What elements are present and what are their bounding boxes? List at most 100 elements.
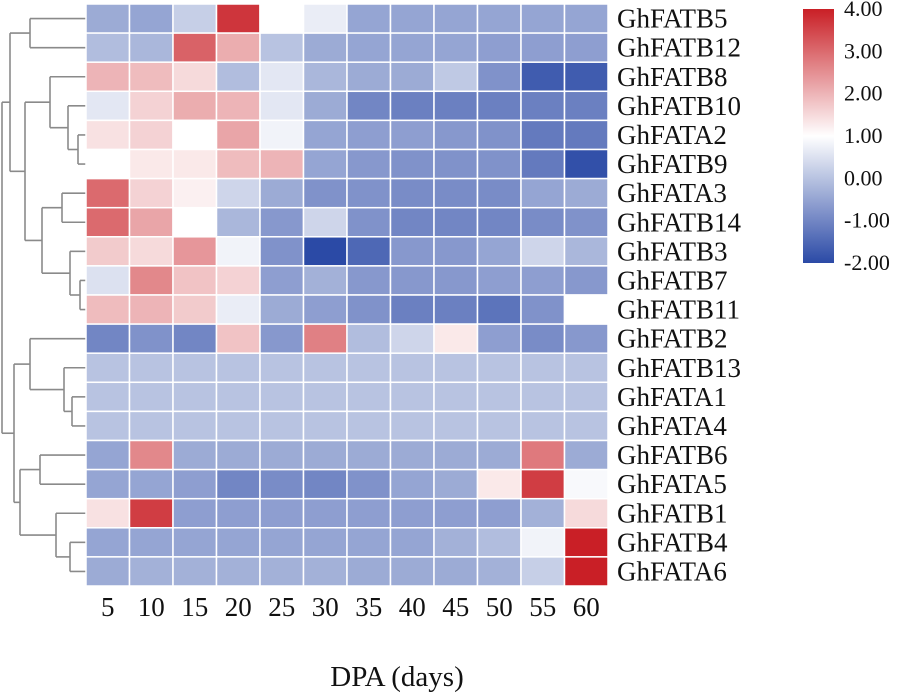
heatmap-cell (389, 236, 435, 267)
row-label: GhFATB10 (617, 91, 741, 121)
heatmap-cell (215, 381, 261, 413)
heatmap-cell (346, 294, 392, 325)
heatmap-cell (346, 32, 392, 63)
heatmap-cell (172, 265, 218, 296)
heatmap-cell (346, 410, 392, 442)
heatmap-cell (389, 206, 435, 238)
heatmap-cell (346, 3, 392, 34)
heatmap-cell (302, 527, 348, 558)
heatmap-cell (302, 497, 348, 529)
heatmap-cell (389, 265, 435, 296)
heatmap-cell (128, 3, 174, 34)
heatmap-cell (563, 439, 609, 471)
heatmap-cell (433, 206, 479, 238)
colorbar-tick-label: -2.00 (844, 250, 890, 275)
heatmap-cell (520, 527, 566, 558)
heatmap-cell (172, 148, 218, 180)
heatmap-cell (520, 148, 566, 180)
heatmap-cell (215, 468, 261, 500)
heatmap-cell (433, 381, 479, 413)
column-label: 35 (355, 592, 382, 622)
heatmap-cell (128, 32, 174, 63)
heatmap-cell (476, 32, 522, 63)
heatmap-cell (520, 90, 566, 122)
heatmap-cell (346, 119, 392, 151)
heatmap-cell (215, 90, 261, 122)
heatmap-cell (172, 323, 218, 354)
heatmap-cell (563, 119, 609, 151)
heatmap-cell (346, 497, 392, 529)
heatmap-cell (85, 497, 131, 529)
heatmap-cell (433, 32, 479, 63)
heatmap-cell (172, 177, 218, 209)
heatmap-cell (215, 527, 261, 558)
heatmap-cell (563, 527, 609, 558)
heatmap-cell (302, 32, 348, 63)
heatmap-cell (476, 556, 522, 587)
heatmap-cell (433, 177, 479, 209)
heatmap-cell (85, 294, 131, 325)
x-axis-title: DPA (days) (330, 661, 463, 693)
heatmap-cell (563, 90, 609, 122)
heatmap-cell (389, 352, 435, 384)
heatmap-cell (433, 468, 479, 500)
heatmap-cell (128, 352, 174, 384)
heatmap-cell (259, 352, 305, 384)
heatmap-cell (128, 206, 174, 238)
heatmap-cell (476, 323, 522, 354)
column-label: 5 (101, 592, 115, 622)
column-label: 60 (573, 592, 600, 622)
heatmap-cell (259, 439, 305, 471)
heatmap-cell (520, 323, 566, 354)
heatmap-cell (302, 352, 348, 384)
heatmap-cell (85, 468, 131, 500)
heatmap-cell (389, 294, 435, 325)
heatmap-cell (433, 61, 479, 93)
row-labels: GhFATB5GhFATB12GhFATB8GhFATB10GhFATA2GhF… (617, 4, 742, 587)
heatmap-cell (259, 381, 305, 413)
heatmap-cell (172, 527, 218, 558)
heatmap-cell (85, 32, 131, 63)
heatmap-cell (389, 3, 435, 34)
heatmap-cell (128, 148, 174, 180)
heatmap-cell (215, 294, 261, 325)
heatmap-cell (302, 206, 348, 238)
heatmap-cell (346, 468, 392, 500)
heatmap-cell (85, 206, 131, 238)
heatmap-cell (128, 323, 174, 354)
heatmap-cell (215, 323, 261, 354)
heatmap-cell (215, 206, 261, 238)
heatmap-cell (346, 265, 392, 296)
row-label: GhFATB5 (617, 4, 728, 34)
heatmap-cell (563, 556, 609, 587)
heatmap-cell (128, 439, 174, 471)
heatmap-cell (433, 410, 479, 442)
heatmap-cell (259, 556, 305, 587)
colorbar-tick-label: -1.00 (844, 208, 890, 233)
column-labels: 5 10 15 20 25 30 35 40 45 50 55 60 (101, 592, 600, 622)
row-label: GhFATB9 (617, 149, 728, 179)
heatmap-cell (172, 497, 218, 529)
heatmap-cell (476, 468, 522, 500)
heatmap-cell (128, 556, 174, 587)
heatmap-cell (433, 3, 479, 34)
heatmap-cell (172, 90, 218, 122)
row-label: GhFATB1 (617, 498, 728, 528)
heatmap-cell (346, 206, 392, 238)
heatmap-cell (389, 439, 435, 471)
heatmap-cell (128, 410, 174, 442)
heatmap-cell (85, 410, 131, 442)
heatmap-cell (520, 265, 566, 296)
heatmap-cell (389, 497, 435, 529)
heatmap-cell (433, 294, 479, 325)
heatmap-cell (346, 61, 392, 93)
heatmap-cell (520, 119, 566, 151)
heatmap-cell (172, 32, 218, 63)
heatmap-cell (215, 3, 261, 34)
heatmap-cell (433, 527, 479, 558)
heatmap-cell (520, 352, 566, 384)
heatmap-cell (346, 439, 392, 471)
heatmap-cell (259, 206, 305, 238)
heatmap-cell (476, 439, 522, 471)
heatmap-cell (476, 352, 522, 384)
